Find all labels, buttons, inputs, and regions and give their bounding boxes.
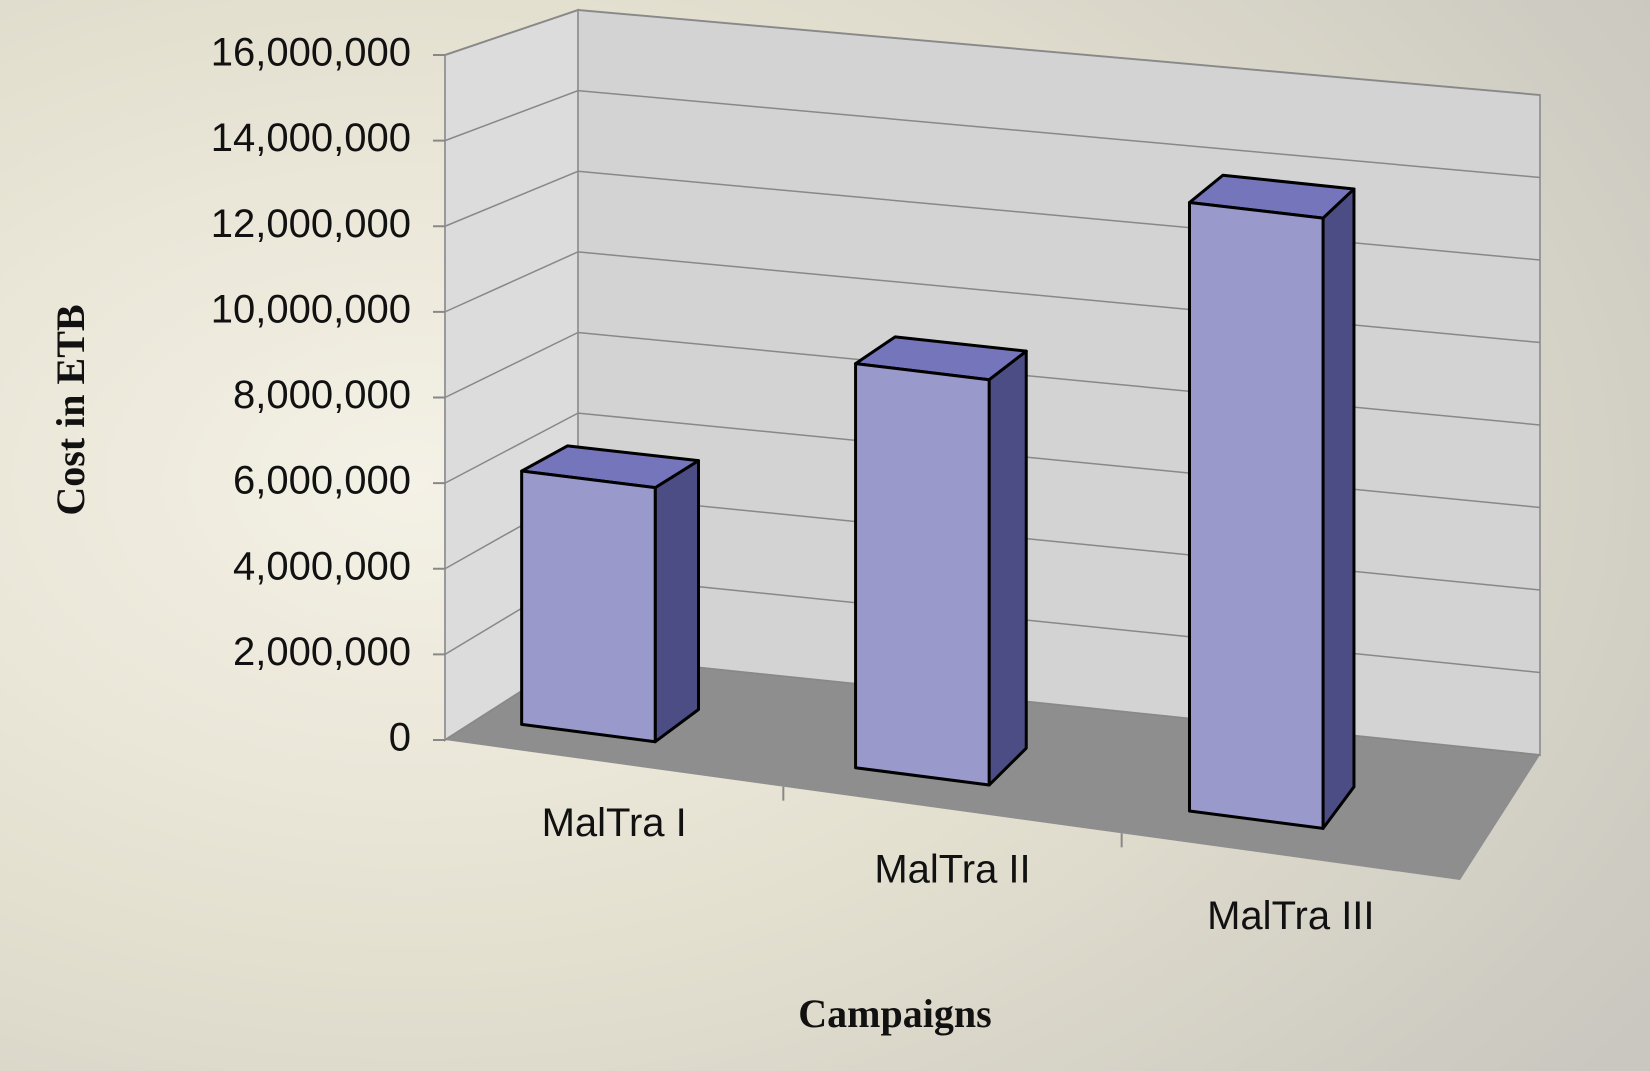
bar (1187, 173, 1356, 830)
y-tick-label: 8,000,000 (233, 373, 411, 417)
bar (854, 335, 1028, 787)
bar-front (854, 362, 991, 787)
y-tick-label: 10,000,000 (211, 287, 411, 331)
x-tick-label: MalTra I (542, 801, 687, 845)
y-tick-label: 2,000,000 (233, 630, 411, 674)
bar-side (987, 349, 1028, 787)
bar (520, 444, 700, 744)
bar-side (653, 459, 700, 744)
y-tick-label: 6,000,000 (233, 459, 411, 503)
y-tick-label: 16,000,000 (211, 31, 411, 75)
bar-side (1321, 187, 1356, 830)
x-tick-label: MalTra II (874, 848, 1030, 892)
x-tick-label: MalTra III (1207, 894, 1374, 938)
y-tick-label: 4,000,000 (233, 544, 411, 588)
y-tick-label: 14,000,000 (211, 116, 411, 160)
grid-line (444, 89, 1541, 179)
x-axis-title: Campaigns (798, 991, 991, 1036)
y-axis-title: Cost in ETB (48, 304, 93, 515)
bar-front (520, 469, 657, 744)
bar-front (1187, 201, 1325, 830)
grid-line (444, 9, 1541, 96)
back-wall (577, 8, 1541, 757)
y-tick-label: 0 (389, 716, 411, 760)
y-tick-label: 12,000,000 (211, 202, 411, 246)
